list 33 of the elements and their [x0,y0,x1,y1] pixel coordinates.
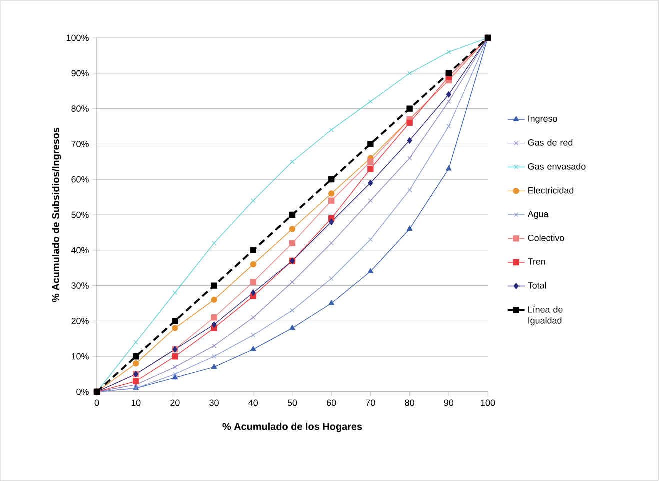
y-tick-label: 100% [66,34,89,42]
legend-label: Línea de Igualdad [528,306,563,326]
y-tick-label: 80% [72,106,89,112]
y-tick-label: 40% [71,247,89,254]
legend-label: Ingreso [528,116,558,124]
x-tick-label: 0 [94,400,100,406]
x-tick-label: 40 [248,400,258,406]
x-tick-label: 80 [405,400,414,406]
y-tick-label: 90% [72,70,89,77]
y-tick-label: 70% [72,141,89,148]
legend-label: Gas envasado [528,163,586,170]
legend-label: Gas de red [528,139,573,146]
y-tick-label: 20% [72,318,89,324]
legend-label: Agua [528,211,549,220]
legend-label: Tren [528,258,546,265]
y-tick-label: 10% [72,353,89,360]
x-tick-label: 70 [366,400,376,406]
x-tick-label: 10 [132,400,141,406]
legend-label: Total [528,282,546,289]
x-tick-label: 50 [288,400,298,406]
y-tick-label: 60% [72,176,89,183]
x-tick-label: 20 [170,400,180,406]
legend-label: Colectivo [528,234,564,242]
y-axis-title: % Acumulado de Subsidios/Ingresos [52,128,62,302]
y-tick-label: 0% [76,388,89,396]
y-tick-label: 50% [72,212,89,218]
x-tick-label: 90 [444,400,454,406]
x-tick-label: 100 [481,400,496,406]
x-tick-label: 60 [327,400,336,406]
x-axis-title: % Acumulado de los Hogares [222,422,362,432]
y-tick-label: 30% [72,282,89,289]
legend-label: Electricidad [528,187,574,194]
x-tick-label: 30 [210,400,219,406]
